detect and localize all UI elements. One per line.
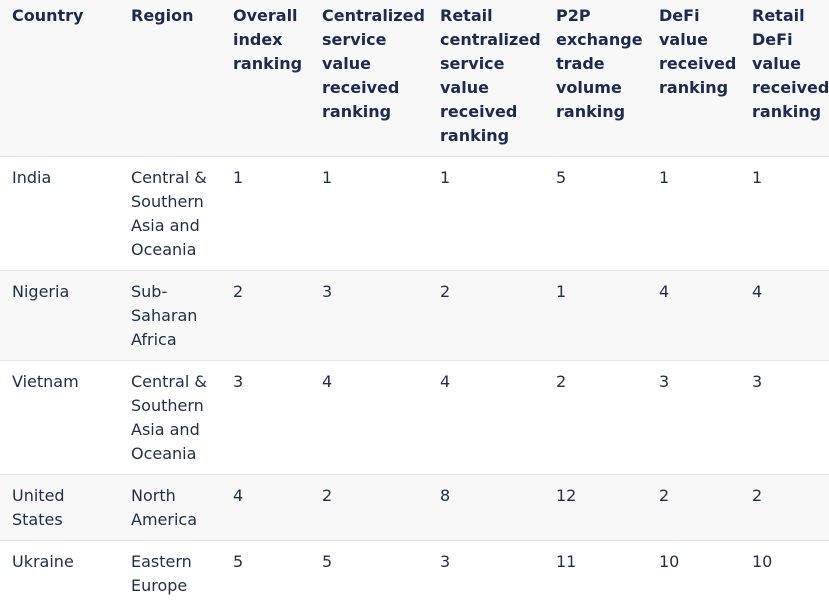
header-overall-index-ranking: Overall index ranking (221, 0, 310, 157)
header-retail-defi-ranking: Retail DeFi value received ranking (740, 0, 829, 157)
cell-retail-defi: 3 (740, 361, 829, 475)
cell-p2p: 5 (544, 157, 647, 271)
cell-retail-defi: 2 (740, 475, 829, 541)
table-row: Vietnam Central & Southern Asia and Ocea… (0, 361, 829, 475)
cell-retail-centralized: 2 (428, 271, 544, 361)
cell-region: Central & Southern Asia and Oceania (119, 157, 221, 271)
cell-overall-index: 1 (221, 157, 310, 271)
cell-p2p: 1 (544, 271, 647, 361)
header-defi-value-ranking: DeFi value received ranking (647, 0, 740, 157)
cell-defi: 1 (647, 157, 740, 271)
cell-country: United States (0, 475, 119, 541)
cell-country: Ukraine (0, 541, 119, 606)
cell-centralized: 1 (310, 157, 428, 271)
cell-country: India (0, 157, 119, 271)
header-row: Country Region Overall index ranking Cen… (0, 0, 829, 157)
cell-region: Central & Southern Asia and Oceania (119, 361, 221, 475)
header-centralized-service-ranking: Centralized service value received ranki… (310, 0, 428, 157)
cell-region: North America (119, 475, 221, 541)
cell-centralized: 3 (310, 271, 428, 361)
cell-overall-index: 4 (221, 475, 310, 541)
table-row: United States North America 4 2 8 12 2 2 (0, 475, 829, 541)
cell-centralized: 4 (310, 361, 428, 475)
cell-p2p: 11 (544, 541, 647, 606)
cell-region: Eastern Europe (119, 541, 221, 606)
header-p2p-volume-ranking: P2P exchange trade volume ranking (544, 0, 647, 157)
cell-defi: 2 (647, 475, 740, 541)
cell-overall-index: 2 (221, 271, 310, 361)
table-row: India Central & Southern Asia and Oceani… (0, 157, 829, 271)
header-region: Region (119, 0, 221, 157)
table-row: Nigeria Sub-Saharan Africa 2 3 2 1 4 4 (0, 271, 829, 361)
cell-retail-centralized: 8 (428, 475, 544, 541)
cell-overall-index: 3 (221, 361, 310, 475)
cell-country: Vietnam (0, 361, 119, 475)
header-retail-centralized-ranking: Retail centralized service value receive… (428, 0, 544, 157)
cell-centralized: 2 (310, 475, 428, 541)
cell-defi: 4 (647, 271, 740, 361)
cell-retail-defi: 10 (740, 541, 829, 606)
cell-retail-defi: 1 (740, 157, 829, 271)
cell-centralized: 5 (310, 541, 428, 606)
cell-country: Nigeria (0, 271, 119, 361)
cell-retail-centralized: 4 (428, 361, 544, 475)
cell-overall-index: 5 (221, 541, 310, 606)
cell-retail-defi: 4 (740, 271, 829, 361)
cell-region: Sub-Saharan Africa (119, 271, 221, 361)
cell-retail-centralized: 3 (428, 541, 544, 606)
cell-p2p: 12 (544, 475, 647, 541)
cell-defi: 3 (647, 361, 740, 475)
header-country: Country (0, 0, 119, 157)
table-row: Ukraine Eastern Europe 5 5 3 11 10 10 (0, 541, 829, 606)
cell-retail-centralized: 1 (428, 157, 544, 271)
cell-defi: 10 (647, 541, 740, 606)
cell-p2p: 2 (544, 361, 647, 475)
